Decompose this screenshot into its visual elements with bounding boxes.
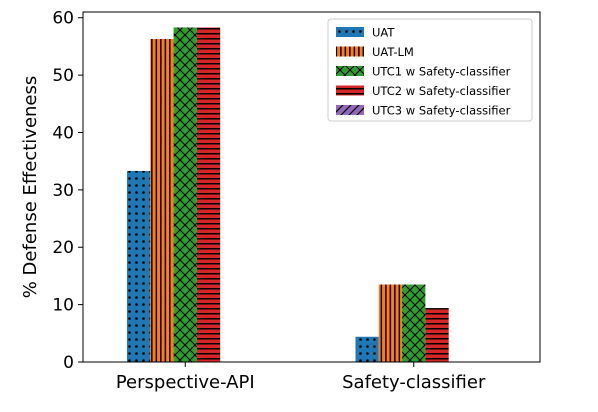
y-tick-label: 50 (52, 66, 74, 86)
legend-entry-label: UTC2 w Safety-classifier (372, 84, 511, 98)
bar-uat-perspective-api (127, 170, 151, 362)
bar-uat-safety-classifier (355, 336, 379, 362)
legend-swatch (336, 85, 364, 96)
legend-swatch (336, 105, 364, 115)
legend: UAT UAT-LM UTC1 w Safety-classifier UTC2 w … (327, 18, 533, 122)
legend-entry-label: UTC3 w Safety-classifier (372, 104, 511, 118)
y-tick-label: 40 (52, 123, 74, 143)
bar-utc2-w-safety-classifier-safety-classifier (425, 308, 449, 362)
y-tick-label: 0 (63, 353, 74, 373)
legend-entry-label: UAT (372, 26, 395, 40)
bar-utc1-w-safety-classifier-safety-classifier (402, 284, 426, 362)
y-tick-label: 20 (52, 238, 74, 258)
y-tick-label: 30 (52, 181, 74, 201)
bar-uat-lm-safety-classifier (378, 284, 403, 362)
x-tick-label: Perspective-API (116, 372, 255, 393)
plot-frame (82, 11, 541, 363)
legend-swatch (336, 66, 364, 76)
x-axis-ticks: Perspective-API Safety-classifier (116, 362, 486, 393)
bars-group (127, 27, 449, 363)
y-axis-ticks: 0 10 20 30 40 50 60 (52, 9, 83, 373)
y-tick-label: 60 (52, 9, 74, 29)
bar-uat-lm-perspective-api (150, 38, 174, 362)
bar-utc2-w-safety-classifier-perspective-api (196, 27, 221, 363)
legend-swatch (336, 27, 364, 37)
legend-entry-label: UAT-LM (372, 45, 414, 59)
bar-utc1-w-safety-classifier-perspective-api (173, 27, 197, 363)
y-tick-label: 10 (52, 296, 74, 316)
y-axis-label: % Defense Effectiveness (20, 76, 41, 299)
x-tick-label: Safety-classifier (342, 372, 486, 393)
legend-frame (327, 18, 533, 122)
legend-swatch (336, 46, 364, 57)
legend-entry-label: UTC1 w Safety-classifier (372, 65, 511, 79)
